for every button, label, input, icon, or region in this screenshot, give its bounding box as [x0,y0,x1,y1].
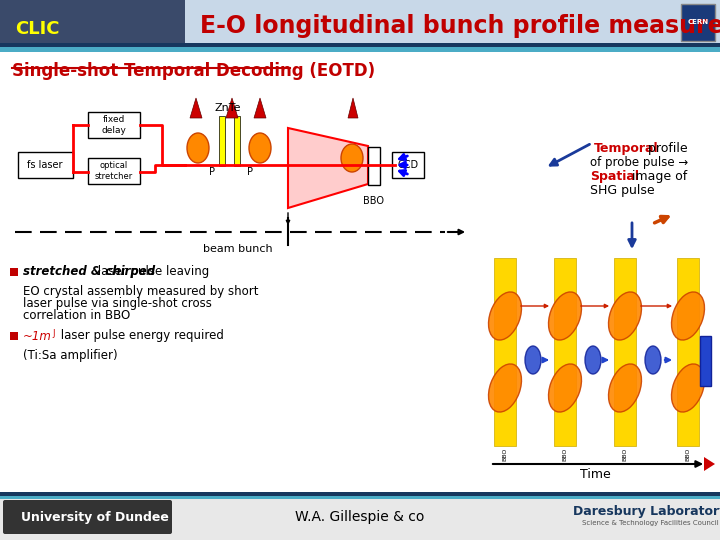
Bar [700,336,711,386]
Bar [494,258,516,446]
FancyBboxPatch shape [3,500,172,534]
Ellipse shape [525,346,541,374]
Bar [554,258,576,446]
Text: Science & Technology Facilities Council: Science & Technology Facilities Council [582,520,719,526]
Text: P: P [209,167,215,177]
Ellipse shape [488,364,521,412]
Polygon shape [226,98,238,118]
Text: CERN: CERN [688,19,708,25]
Text: EO crystal assembly measured by short: EO crystal assembly measured by short [23,285,258,298]
Ellipse shape [341,144,363,172]
Ellipse shape [672,364,704,412]
Bar [392,152,424,178]
Bar [0,492,720,496]
Bar [0,499,720,540]
Text: laser pulse energy required: laser pulse energy required [57,329,224,342]
Bar [0,43,720,47]
Bar [677,258,699,446]
Text: Time: Time [580,468,611,481]
Text: profile: profile [644,142,688,155]
Ellipse shape [608,292,642,340]
Text: E-O longitudinal bunch profile measurements: E-O longitudinal bunch profile measureme… [200,14,720,38]
Polygon shape [704,457,715,471]
Text: Daresbury Laboratory: Daresbury Laboratory [573,504,720,517]
FancyBboxPatch shape [88,158,140,184]
Bar [0,47,720,52]
Text: CLIC: CLIC [15,20,60,38]
Text: SHG pulse: SHG pulse [590,184,654,197]
Text: stretched & chirped: stretched & chirped [23,266,155,279]
Text: image of: image of [628,170,688,183]
Ellipse shape [249,133,271,163]
Ellipse shape [608,364,642,412]
Text: Temporal: Temporal [594,142,659,155]
Bar [368,147,380,185]
Text: J: J [52,328,55,338]
Bar [0,0,185,52]
Text: P: P [247,167,253,177]
Text: W.A. Gillespie & co: W.A. Gillespie & co [295,510,425,524]
Text: BBO: BBO [685,448,690,461]
Text: fs laser: fs laser [27,160,63,170]
Polygon shape [348,98,358,118]
Polygon shape [288,128,368,208]
Polygon shape [254,98,266,118]
Text: laser pulse via single-shot cross: laser pulse via single-shot cross [23,297,212,310]
Text: (Ti:Sa amplifier): (Ti:Sa amplifier) [23,349,117,362]
Ellipse shape [488,292,521,340]
Bar [681,4,715,41]
Text: BBO: BBO [623,448,628,461]
Text: Single-shot Temporal Decoding (EOTD): Single-shot Temporal Decoding (EOTD) [12,62,375,80]
Bar [10,332,18,340]
Text: optical
stretcher: optical stretcher [95,161,133,181]
Ellipse shape [549,292,582,340]
Bar [614,258,636,446]
Bar [219,116,225,166]
Ellipse shape [672,292,704,340]
Text: beam bunch: beam bunch [203,244,273,254]
Bar [234,116,240,166]
Text: University of Dundee: University of Dundee [21,510,169,523]
Text: laser pulse leaving: laser pulse leaving [94,266,210,279]
Text: ZnTe: ZnTe [215,103,241,113]
Bar [0,496,720,499]
Ellipse shape [585,346,601,374]
FancyBboxPatch shape [18,152,73,178]
Ellipse shape [645,346,661,374]
Ellipse shape [187,133,209,163]
Bar [0,0,720,52]
Text: fixed
delay: fixed delay [102,116,127,134]
Text: BBO: BBO [562,448,567,461]
Text: correlation in BBO: correlation in BBO [23,309,130,322]
Text: ~1m: ~1m [23,329,52,342]
Bar [10,268,18,276]
FancyBboxPatch shape [88,112,140,138]
Polygon shape [190,98,202,118]
Ellipse shape [549,364,582,412]
Text: CCD: CCD [397,160,418,170]
Text: BBO: BBO [364,196,384,206]
Text: BBO: BBO [503,448,508,461]
Text: of probe pulse →: of probe pulse → [590,156,688,169]
Text: Spatial: Spatial [590,170,639,183]
